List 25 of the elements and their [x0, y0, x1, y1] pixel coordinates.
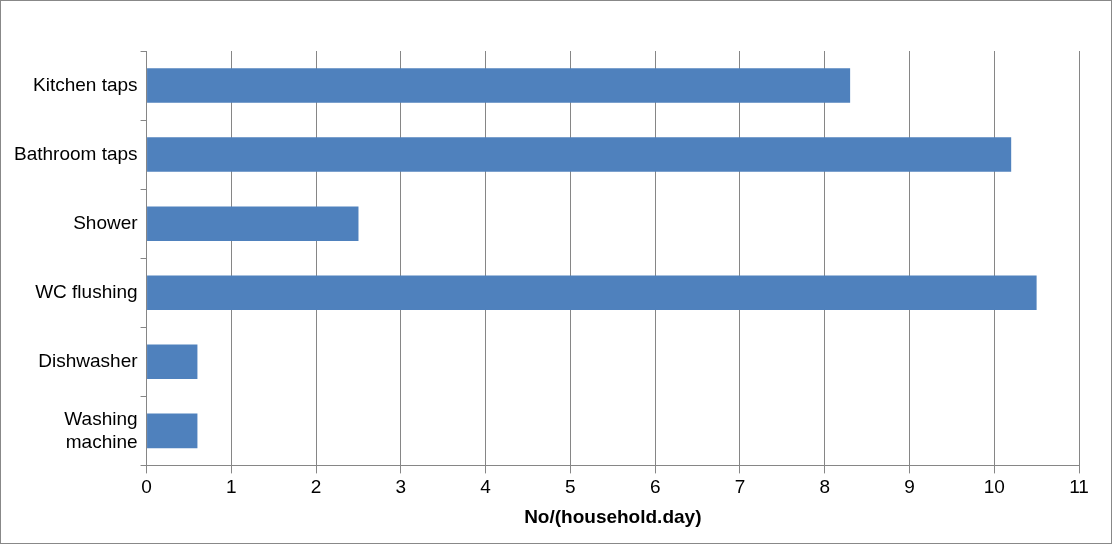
- x-tick-label: 4: [480, 476, 492, 498]
- x-tick-label: 7: [734, 476, 746, 498]
- y-tick-label: Dishwasher: [38, 350, 139, 372]
- y-tick-label: Shower: [73, 211, 139, 233]
- x-tick-label: 6: [649, 476, 661, 498]
- x-tick-label: 2: [310, 476, 322, 498]
- x-tick-label: 11: [1069, 476, 1089, 498]
- x-axis-title: No/(household.day): [524, 505, 702, 527]
- x-tick-label: 8: [819, 476, 830, 498]
- bar: [147, 137, 1012, 172]
- x-tick-label: 9: [904, 476, 915, 498]
- x-tick-label: 10: [983, 476, 1005, 498]
- y-tick-label: Washing machine: [64, 407, 138, 452]
- bar: [147, 68, 851, 103]
- x-tick-label: 1: [226, 476, 237, 498]
- bar: [147, 344, 198, 380]
- y-tick-label: Bathroom taps: [13, 142, 138, 164]
- x-tick-label: 3: [395, 476, 407, 498]
- x-tick-label: 0: [141, 476, 152, 498]
- x-tick-label: 5: [565, 476, 576, 498]
- bar: [147, 413, 198, 449]
- y-tick-label: Kitchen taps: [32, 73, 138, 95]
- bar: [147, 206, 359, 241]
- y-tick-label: WC flushing: [35, 280, 138, 302]
- bar: [147, 275, 1037, 310]
